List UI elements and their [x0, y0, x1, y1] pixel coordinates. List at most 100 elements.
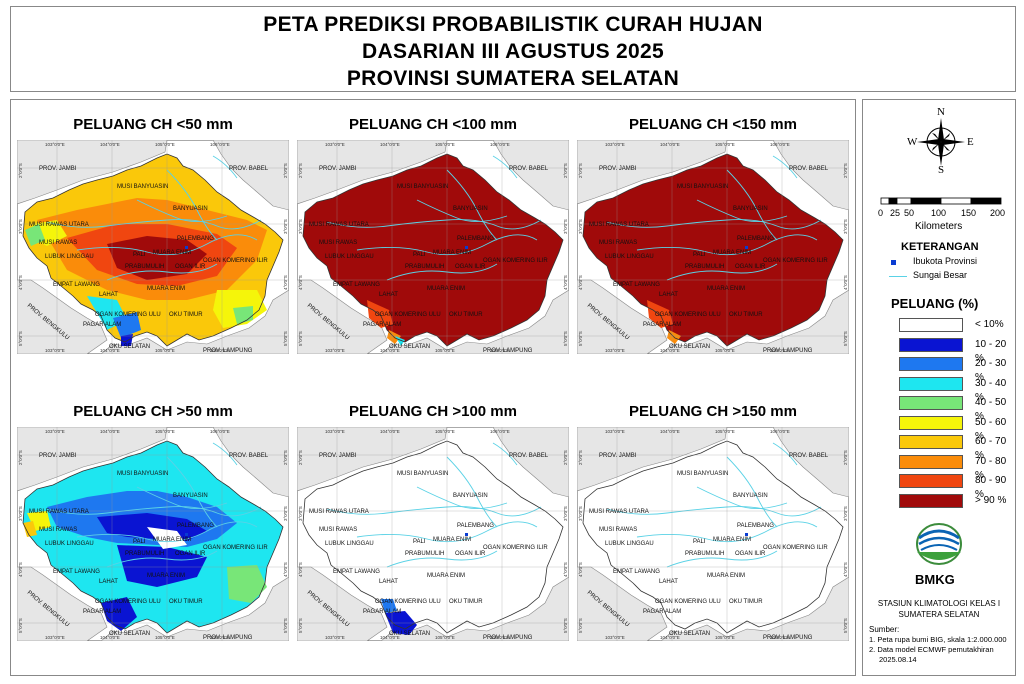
sources-title: Sumber:	[869, 625, 900, 634]
svg-text:105°0'0"E: 105°0'0"E	[715, 142, 735, 147]
panel-title: PELUANG CH <150 mm	[629, 116, 797, 133]
province-jambi	[297, 427, 448, 492]
legend-swatch	[899, 357, 963, 371]
legend-swatch	[899, 415, 963, 430]
svg-text:MUARA ENIM: MUARA ENIM	[713, 250, 751, 256]
svg-text:2°0'0"S: 2°0'0"S	[843, 450, 848, 465]
scale-tick-25: 25	[890, 208, 901, 218]
legend-label: > 90 %	[975, 494, 1007, 506]
svg-text:OGAN KOMERING ULU: OGAN KOMERING ULU	[375, 599, 441, 605]
svg-text:MUSI RAWAS UTARA: MUSI RAWAS UTARA	[29, 509, 89, 515]
svg-text:OKU SELATAN: OKU SELATAN	[669, 344, 710, 350]
compass-east: E	[967, 136, 974, 148]
svg-text:5°0'0"S: 5°0'0"S	[18, 618, 23, 633]
svg-text:PAGAR ALAM: PAGAR ALAM	[363, 322, 401, 328]
svg-text:104°0'0"E: 104°0'0"E	[660, 635, 680, 640]
svg-text:PALI: PALI	[413, 539, 426, 545]
svg-text:OKU SELATAN: OKU SELATAN	[389, 344, 430, 350]
svg-text:3°0'0"S: 3°0'0"S	[843, 506, 848, 521]
svg-text:BANYUASIN: BANYUASIN	[733, 206, 768, 212]
svg-text:4°0'0"S: 4°0'0"S	[843, 275, 848, 290]
svg-text:MUSI RAWAS: MUSI RAWAS	[39, 527, 77, 533]
svg-text:OGAN KOMERING ILIR: OGAN KOMERING ILIR	[763, 545, 828, 551]
map-labels: PROV. JAMBI PROV. BABEL MUSI BANYUASIN BANY…	[29, 453, 269, 641]
svg-text:PROV. JAMBI: PROV. JAMBI	[599, 166, 637, 172]
svg-text:MUSI RAWAS: MUSI RAWAS	[599, 240, 637, 246]
svg-text:OGAN KOMERING ULU: OGAN KOMERING ULU	[95, 312, 161, 318]
svg-text:2°0'0"S: 2°0'0"S	[18, 163, 23, 178]
svg-text:MUARA ENIM: MUARA ENIM	[147, 286, 185, 292]
scale-tick-150: 150	[961, 208, 977, 218]
svg-text:PALI: PALI	[133, 539, 146, 545]
map-panel-lt50: PELUANG CH <50 mm PROV. JAMBI PROV. BABEL…	[17, 116, 289, 356]
svg-text:MUARA ENIM: MUARA ENIM	[713, 537, 751, 543]
svg-text:MUSI RAWAS UTARA: MUSI RAWAS UTARA	[29, 222, 89, 228]
svg-text:3°0'0"S: 3°0'0"S	[563, 219, 568, 234]
svg-text:103°0'0"E: 103°0'0"E	[45, 429, 65, 434]
svg-text:2°0'0"S: 2°0'0"S	[298, 163, 303, 178]
svg-text:OKU SELATAN: OKU SELATAN	[389, 631, 430, 637]
svg-text:PALEMBANG: PALEMBANG	[737, 523, 774, 529]
province-outline	[582, 440, 844, 634]
svg-text:OGAN KOMERING ILIR: OGAN KOMERING ILIR	[483, 545, 548, 551]
legend-label: 20 - 30 %	[975, 358, 1007, 383]
svg-text:103°0'0"E: 103°0'0"E	[45, 142, 65, 147]
legend-swatch	[899, 435, 963, 449]
svg-text:104°0'0"E: 104°0'0"E	[380, 635, 400, 640]
svg-text:PRABUMULIH: PRABUMULIH	[405, 264, 444, 270]
scale-tick-50: 50	[904, 208, 915, 218]
svg-text:4°0'0"S: 4°0'0"S	[578, 275, 583, 290]
svg-text:105°0'0"E: 105°0'0"E	[435, 429, 455, 434]
panel-title: PELUANG CH >50 mm	[73, 403, 233, 420]
svg-text:PROV. JAMBI: PROV. JAMBI	[319, 166, 357, 172]
svg-text:MUARA ENIM: MUARA ENIM	[433, 537, 471, 543]
svg-text:5°0'0"S: 5°0'0"S	[563, 331, 568, 346]
svg-text:OKU TIMUR: OKU TIMUR	[169, 312, 203, 318]
svg-text:OGAN KOMERING ULU: OGAN KOMERING ULU	[375, 312, 441, 318]
svg-text:OGAN KOMERING ILIR: OGAN KOMERING ILIR	[203, 258, 268, 264]
svg-text:104°0'0"E: 104°0'0"E	[380, 348, 400, 353]
map-gt50: PROV. JAMBI PROV. BABEL MUSI BANYUASIN BANY…	[17, 427, 289, 641]
svg-text:5°0'0"S: 5°0'0"S	[298, 618, 303, 633]
svg-text:103°0'0"E: 103°0'0"E	[325, 142, 345, 147]
province-outline	[22, 440, 284, 634]
svg-text:PROV. LAMPUNG: PROV. LAMPUNG	[763, 635, 813, 641]
capital-marker-icon	[891, 260, 896, 265]
station-name-2: SUMATERA SELATAN	[898, 610, 980, 619]
svg-text:MUARA ENIM: MUARA ENIM	[427, 286, 465, 292]
probability-zones	[303, 441, 563, 635]
province-babel	[212, 140, 289, 211]
svg-text:105°0'0"E: 105°0'0"E	[155, 348, 175, 353]
svg-text:5°0'0"S: 5°0'0"S	[578, 331, 583, 346]
legend-label: 80 - 90 %	[975, 475, 1007, 500]
legend-river: Sungai Besar	[913, 270, 968, 280]
svg-text:PALI: PALI	[693, 252, 706, 258]
svg-text:4°0'0"S: 4°0'0"S	[18, 275, 23, 290]
svg-text:103°0'0"E: 103°0'0"E	[45, 348, 65, 353]
svg-text:105°0'0"E: 105°0'0"E	[715, 429, 735, 434]
svg-text:OGAN KOMERING ULU: OGAN KOMERING ULU	[655, 312, 721, 318]
svg-text:104°0'0"E: 104°0'0"E	[100, 142, 120, 147]
svg-text:OGAN ILIR: OGAN ILIR	[735, 551, 766, 557]
svg-text:MUSI BANYUASIN: MUSI BANYUASIN	[677, 184, 728, 190]
svg-text:106°0'0"E: 106°0'0"E	[770, 635, 790, 640]
svg-text:MUARA ENIM: MUARA ENIM	[427, 573, 465, 579]
svg-text:LUBUK LINGGAU: LUBUK LINGGAU	[605, 254, 654, 260]
map-period: DASARIAN III AGUSTUS 2025	[362, 40, 664, 63]
svg-text:MUSI BANYUASIN: MUSI BANYUASIN	[117, 471, 168, 477]
svg-text:BANYUASIN: BANYUASIN	[173, 493, 208, 499]
svg-text:PROV. LAMPUNG: PROV. LAMPUNG	[203, 635, 253, 641]
svg-text:LUBUK LINGGAU: LUBUK LINGGAU	[325, 541, 374, 547]
svg-text:LAHAT: LAHAT	[659, 579, 678, 585]
province-lampung	[660, 576, 849, 641]
svg-text:105°0'0"E: 105°0'0"E	[155, 142, 175, 147]
keterangan-title: KETERANGAN	[901, 241, 979, 253]
maps-frame	[10, 99, 856, 676]
svg-text:3°0'0"S: 3°0'0"S	[578, 506, 583, 521]
svg-text:2°0'0"S: 2°0'0"S	[283, 163, 288, 178]
svg-text:MUSI RAWAS: MUSI RAWAS	[39, 240, 77, 246]
svg-text:105°0'0"E: 105°0'0"E	[435, 142, 455, 147]
svg-text:PROV. BABEL: PROV. BABEL	[789, 166, 829, 172]
svg-text:3°0'0"S: 3°0'0"S	[283, 219, 288, 234]
svg-text:PROV. JAMBI: PROV. JAMBI	[39, 453, 77, 459]
